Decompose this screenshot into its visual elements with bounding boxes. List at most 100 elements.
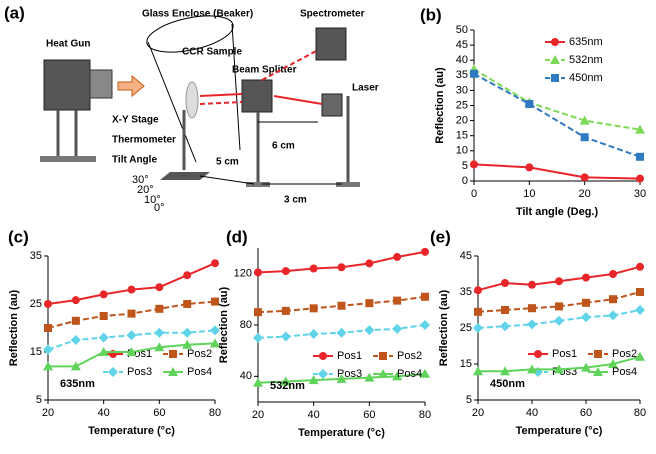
legend-label: 532nm xyxy=(569,54,603,66)
annotation: 450nm xyxy=(490,378,525,390)
y-axis-label: Reflection (au) xyxy=(434,67,446,144)
legend-label: Pos4 xyxy=(397,368,422,380)
x-tick-label: 80 xyxy=(419,409,431,421)
marker xyxy=(364,372,375,382)
marker xyxy=(309,304,318,313)
marker xyxy=(280,331,291,342)
heat-gun xyxy=(43,59,91,111)
legend-marker xyxy=(169,350,177,358)
marker xyxy=(579,115,590,125)
marker xyxy=(392,371,403,381)
marker xyxy=(154,342,165,352)
label: X-Y Stage xyxy=(112,115,159,126)
y-axis-label: Reflection (au) xyxy=(438,289,450,366)
beam-splitter xyxy=(241,79,273,113)
y-tick-label: 40 xyxy=(240,370,252,382)
annotation: 635nm xyxy=(60,378,95,390)
legend-marker xyxy=(318,369,328,379)
marker xyxy=(337,263,346,272)
marker xyxy=(500,366,510,376)
y-tick-label: 40 xyxy=(456,54,468,66)
laser-beam xyxy=(199,93,243,97)
legend-label: Pos2 xyxy=(612,348,637,360)
marker xyxy=(254,268,262,277)
label: 3 cm xyxy=(284,195,307,206)
marker xyxy=(211,297,219,306)
marker xyxy=(253,377,263,387)
marker xyxy=(473,323,483,333)
marker xyxy=(582,273,590,282)
legend-marker xyxy=(108,367,118,377)
y-tick-label: 35 xyxy=(30,250,42,262)
setup-diagram: (a) Heat Gun Glass Enclose (Beaker) CCR … xyxy=(4,3,379,213)
label: Tilt Angle xyxy=(112,155,157,166)
heat-arrow xyxy=(117,74,145,98)
laser-beam xyxy=(273,95,323,105)
marker xyxy=(580,173,589,182)
x-tick-label: 20 xyxy=(252,409,264,421)
legend-marker xyxy=(378,369,388,378)
marker xyxy=(581,312,591,323)
marker xyxy=(336,373,347,383)
legend-marker xyxy=(534,350,542,358)
marker xyxy=(420,368,430,378)
y-tick-label: 5 xyxy=(462,160,468,172)
x-axis-label: Temperature (°c) xyxy=(298,427,385,439)
label: Glass Enclose (Beaker) xyxy=(142,9,253,20)
reflected-beam xyxy=(261,49,319,81)
label: Beam Splitter xyxy=(232,65,297,76)
label: 6 cm xyxy=(272,141,295,152)
marker xyxy=(364,325,375,336)
marker xyxy=(470,160,478,169)
marker xyxy=(636,174,644,183)
marker xyxy=(70,361,81,371)
heat-gun-nozzle xyxy=(89,69,113,99)
marker xyxy=(337,301,346,310)
y-tick-label: 35 xyxy=(460,286,472,298)
marker xyxy=(183,271,192,280)
marker xyxy=(280,376,291,386)
marker xyxy=(609,270,617,278)
legend-label: 450nm xyxy=(569,72,603,84)
legend-label: Pos2 xyxy=(397,350,422,362)
marker xyxy=(44,300,52,308)
x-tick-label: 60 xyxy=(580,407,592,419)
marker xyxy=(528,280,536,289)
marker xyxy=(308,375,319,385)
base xyxy=(336,182,360,187)
marker xyxy=(581,362,591,372)
legend-label: Pos4 xyxy=(612,366,637,378)
marker xyxy=(71,316,80,325)
marker xyxy=(525,99,534,108)
marker xyxy=(421,292,429,301)
marker xyxy=(608,310,618,321)
marker xyxy=(155,283,164,292)
marker xyxy=(393,252,402,261)
marker xyxy=(254,308,262,317)
legend-label: Pos3 xyxy=(337,368,362,380)
y-axis-label: Reflection (au) xyxy=(8,289,20,366)
marker xyxy=(308,328,319,339)
marker xyxy=(636,262,644,271)
marker xyxy=(528,304,536,313)
y-tick-label: 45 xyxy=(460,250,472,262)
y-tick-label: 15 xyxy=(30,346,42,358)
x-tick-label: 60 xyxy=(153,407,165,419)
y-axis-label: Reflection (au) xyxy=(218,286,230,363)
marker xyxy=(44,324,52,332)
marker xyxy=(281,306,290,315)
marker xyxy=(336,327,347,338)
marker xyxy=(392,323,403,334)
y-tick-label: 15 xyxy=(456,130,468,142)
marker xyxy=(126,330,137,341)
legend-label: 635nm xyxy=(569,36,603,48)
legend-label: Pos2 xyxy=(187,348,212,360)
y-tick-label: 120 xyxy=(234,268,252,280)
y-tick-label: 15 xyxy=(460,358,472,370)
marker xyxy=(555,277,563,286)
marker xyxy=(309,264,318,273)
x-tick-label: 60 xyxy=(363,409,375,421)
x-tick-label: 10 xyxy=(523,188,535,200)
series-line xyxy=(473,163,641,180)
sample xyxy=(185,81,199,119)
